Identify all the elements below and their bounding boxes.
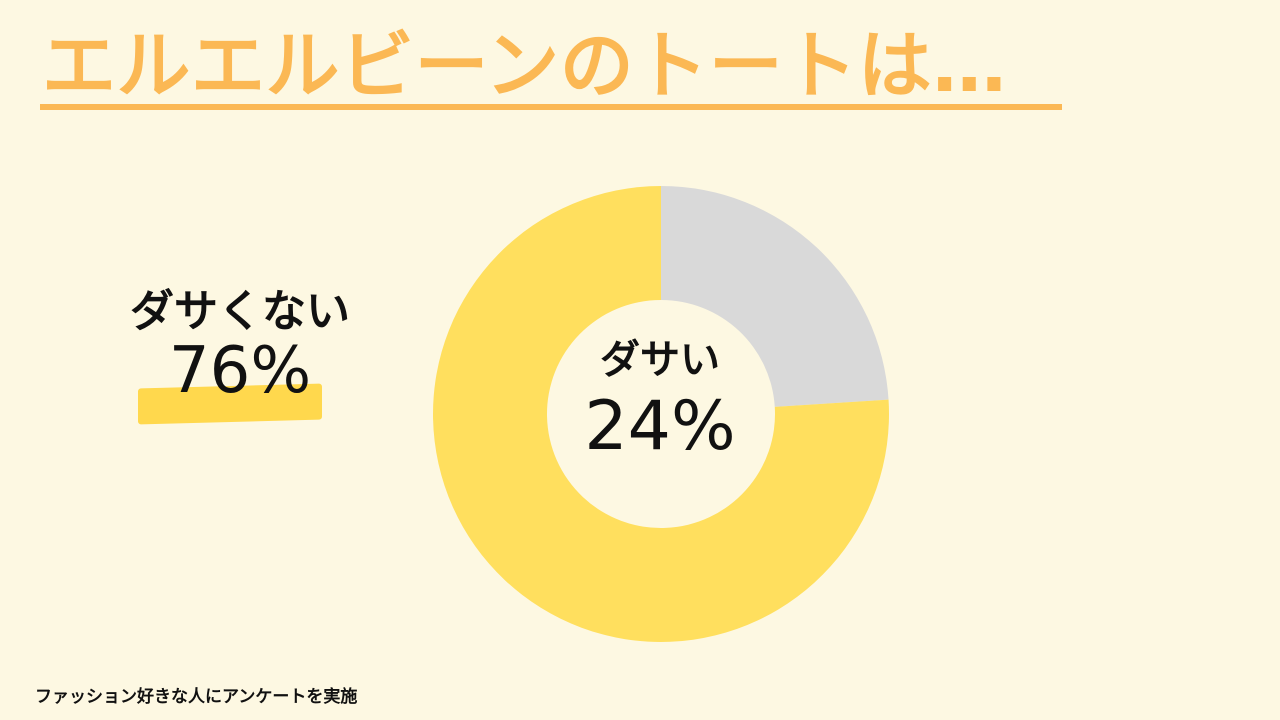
page-title: エルエルビーンのトートは… xyxy=(42,23,1007,109)
slice-value-not-dasai: 76% xyxy=(168,334,312,408)
survey-footnote: ファッション好きな人にアンケートを実施 xyxy=(35,687,358,707)
title-underline xyxy=(40,104,1062,110)
slice-label-dasai: ダサい xyxy=(600,337,720,383)
slice-value-dasai: 24% xyxy=(584,387,736,466)
donut-slice-not-dasai xyxy=(433,186,889,642)
donut-slice-dasai xyxy=(661,186,889,407)
slice-label-not-dasai: ダサくない xyxy=(130,286,350,337)
